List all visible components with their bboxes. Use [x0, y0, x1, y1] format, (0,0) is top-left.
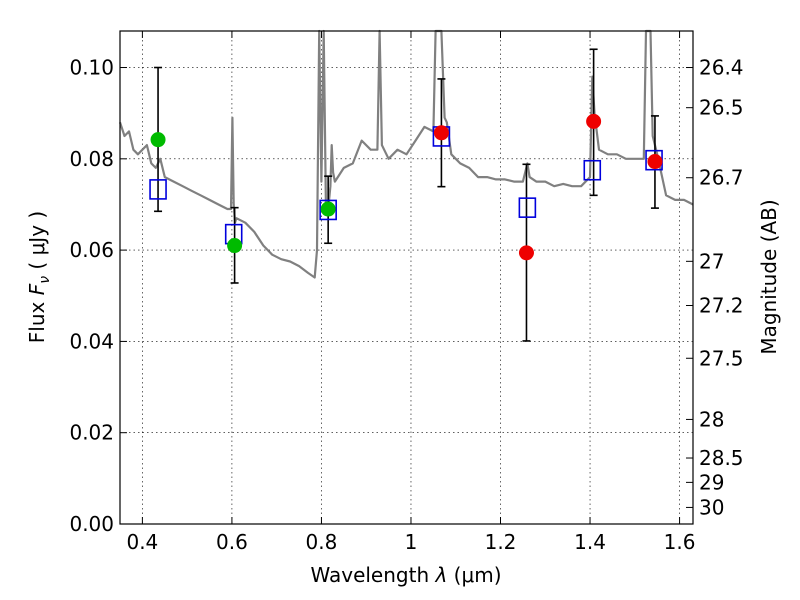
- model-box: [319, 199, 337, 221]
- x-tick-label: 1.2: [485, 530, 517, 554]
- y-tick-label: 0.02: [69, 421, 114, 445]
- y2-tick-label: 27.2: [699, 294, 744, 318]
- x-tick-label: 1.6: [664, 530, 696, 554]
- y-tick-label: 0.08: [69, 147, 114, 171]
- y-tick-label: 0.06: [69, 238, 114, 262]
- x-tick-label: 1.4: [574, 530, 606, 554]
- y2-tick-label: 26.7: [699, 166, 744, 190]
- green-data-point: [150, 132, 166, 148]
- model-box: [149, 179, 167, 200]
- y-tick-label: 0.04: [69, 329, 114, 353]
- axis-ticks: 0.4 0.6 0.8 1 1.2 1.4 1.6 0.00 0.02 0.04 0.06 0.08 0…: [69, 31, 744, 554]
- y2-tick-label: 27.5: [699, 346, 744, 370]
- y2-tick-label: 28: [699, 407, 724, 431]
- x-tick-label: 1: [405, 530, 418, 554]
- x-tick-label: 0.8: [306, 530, 338, 554]
- y2-tick-label: 28.5: [699, 446, 744, 470]
- x-tick-label: 0.4: [126, 530, 158, 554]
- y2-tick-label: 30: [699, 495, 724, 519]
- plot-frame: [119, 30, 694, 525]
- model-box: [583, 159, 602, 181]
- red-data-point: [433, 125, 449, 141]
- red-data-point: [518, 245, 534, 261]
- spectrum-line: [118, 29, 694, 279]
- green-data-point: [320, 201, 336, 217]
- plot-area: [118, 29, 694, 342]
- y2-tick-label: 26.4: [699, 56, 744, 80]
- y2-axis-title: Magnitude (AB): [757, 199, 781, 354]
- y2-tick-label: 27: [699, 249, 724, 273]
- y-tick-label: 0.00: [69, 512, 114, 536]
- y-axis-title: Flux Fν ( μJy ): [25, 211, 53, 343]
- x-tick-label: 0.6: [216, 530, 248, 554]
- model-box: [518, 197, 537, 218]
- red-data-point: [647, 154, 663, 170]
- red-data-point: [586, 113, 602, 129]
- green-data-point: [227, 238, 243, 254]
- x-axis-title: Wavelength λ (μm): [310, 563, 501, 587]
- y2-tick-label: 26.5: [699, 96, 744, 120]
- y-tick-label: 0.10: [69, 56, 114, 80]
- y2-tick-label: 29: [699, 470, 724, 494]
